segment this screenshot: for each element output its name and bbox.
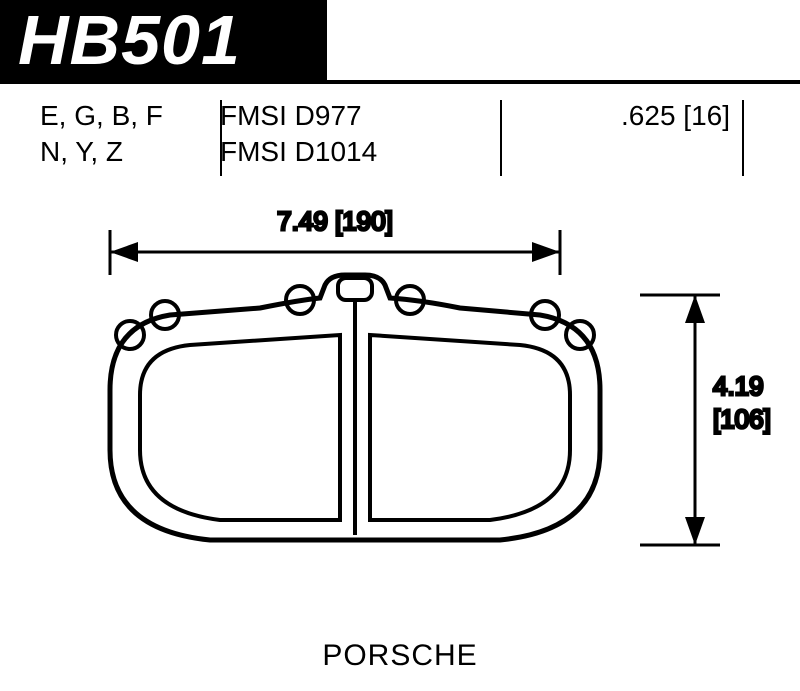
width-dimension (110, 230, 560, 275)
height-label-b: [106] (713, 404, 771, 434)
title-rule (0, 80, 800, 84)
height-dimension (640, 295, 720, 545)
fmsi-line2: FMSI D1014 (220, 136, 490, 168)
friction-material (140, 300, 570, 535)
compounds-line1: E, G, B, F (40, 100, 220, 132)
thickness: .625 [16] (490, 100, 760, 132)
height-label-a: 4.19 (713, 371, 764, 401)
specs-block: E, G, B, F FMSI D977 .625 [16] N, Y, Z F… (40, 100, 760, 168)
part-number-title: HB501 (0, 0, 327, 80)
pad-diagram: 7.49 [190] 4.19 [106] (0, 200, 800, 640)
width-label: 7.49 [190] (277, 206, 393, 236)
wear-sensor-tab (338, 278, 372, 300)
compounds-line2: N, Y, Z (40, 136, 220, 168)
spec-divider-1 (220, 100, 222, 176)
spec-divider-3 (742, 100, 744, 176)
spec-divider-2 (500, 100, 502, 176)
fmsi-line1: FMSI D977 (220, 100, 490, 132)
brand-label: PORSCHE (0, 639, 800, 673)
